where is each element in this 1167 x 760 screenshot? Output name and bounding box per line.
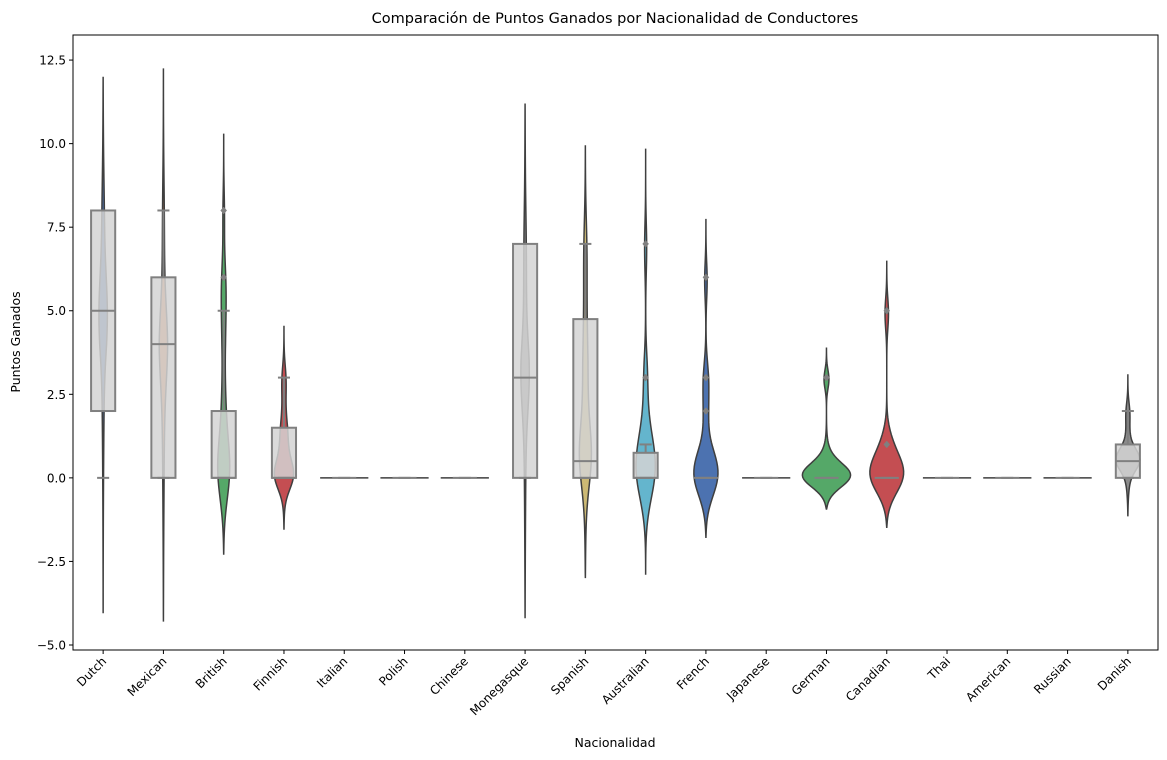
outlier-canadian-1 xyxy=(883,306,891,315)
x-axis-label: Nacionalidad xyxy=(574,735,655,750)
y-axis-label: Puntos Ganados xyxy=(8,291,23,392)
outlier-australian-0 xyxy=(642,373,649,382)
y-tick-label: −2.5 xyxy=(37,555,66,569)
violin-canadian xyxy=(869,260,905,529)
violin-german xyxy=(801,347,852,510)
outlier-french-2 xyxy=(702,273,710,282)
box-mexican xyxy=(150,276,177,479)
box-spanish xyxy=(572,318,599,479)
y-tick-label: 0.0 xyxy=(47,471,66,485)
box-finnish xyxy=(270,426,298,479)
outlier-australian-1 xyxy=(642,240,649,248)
y-tick-label: 5.0 xyxy=(47,304,66,318)
outlier-british-0 xyxy=(220,273,228,282)
y-tick-label: −5.0 xyxy=(37,638,66,652)
box-monegasque xyxy=(512,242,539,479)
outlier-german-0 xyxy=(823,373,830,382)
y-tick-label: 10.0 xyxy=(39,137,66,151)
y-tick-label: 2.5 xyxy=(47,388,66,402)
axes-frame xyxy=(72,34,1159,651)
outlier-french-0 xyxy=(702,407,710,415)
outlier-british-1 xyxy=(220,206,228,215)
plot-area xyxy=(90,68,1141,622)
outlier-canadian-0 xyxy=(883,440,891,449)
y-tick-label: 12.5 xyxy=(39,54,66,68)
chart-title: Comparación de Puntos Ganados por Nacion… xyxy=(372,11,859,27)
outlier-french-1 xyxy=(702,373,710,382)
box-british xyxy=(210,410,237,479)
y-tick-label: 7.5 xyxy=(47,221,66,235)
box-australian xyxy=(632,451,659,479)
